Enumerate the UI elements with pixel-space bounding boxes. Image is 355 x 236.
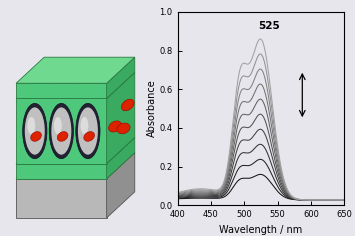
Ellipse shape xyxy=(84,132,94,141)
Ellipse shape xyxy=(23,103,47,159)
Polygon shape xyxy=(16,164,106,179)
Ellipse shape xyxy=(40,79,60,89)
Ellipse shape xyxy=(117,123,130,134)
Polygon shape xyxy=(106,138,135,179)
Ellipse shape xyxy=(78,107,98,155)
Ellipse shape xyxy=(69,80,85,88)
Y-axis label: Absorbance: Absorbance xyxy=(147,80,157,137)
Ellipse shape xyxy=(76,103,100,159)
Polygon shape xyxy=(16,179,106,218)
X-axis label: Wavelength / nm: Wavelength / nm xyxy=(219,225,302,235)
Ellipse shape xyxy=(81,117,88,134)
Polygon shape xyxy=(16,138,135,164)
Polygon shape xyxy=(16,98,106,164)
Text: 525: 525 xyxy=(258,21,280,31)
Ellipse shape xyxy=(67,79,87,89)
Polygon shape xyxy=(16,57,135,83)
Polygon shape xyxy=(16,72,135,98)
Ellipse shape xyxy=(51,107,71,155)
Ellipse shape xyxy=(25,107,45,155)
Ellipse shape xyxy=(93,79,113,89)
Polygon shape xyxy=(106,57,135,98)
Polygon shape xyxy=(106,72,135,164)
Polygon shape xyxy=(106,153,135,218)
Ellipse shape xyxy=(27,117,35,134)
Ellipse shape xyxy=(57,132,68,141)
Ellipse shape xyxy=(109,121,121,132)
Ellipse shape xyxy=(95,80,111,88)
Ellipse shape xyxy=(31,132,42,141)
Ellipse shape xyxy=(42,80,59,88)
Ellipse shape xyxy=(54,117,62,134)
Polygon shape xyxy=(16,153,135,179)
Polygon shape xyxy=(16,83,106,98)
Ellipse shape xyxy=(49,103,73,159)
Ellipse shape xyxy=(121,99,134,111)
